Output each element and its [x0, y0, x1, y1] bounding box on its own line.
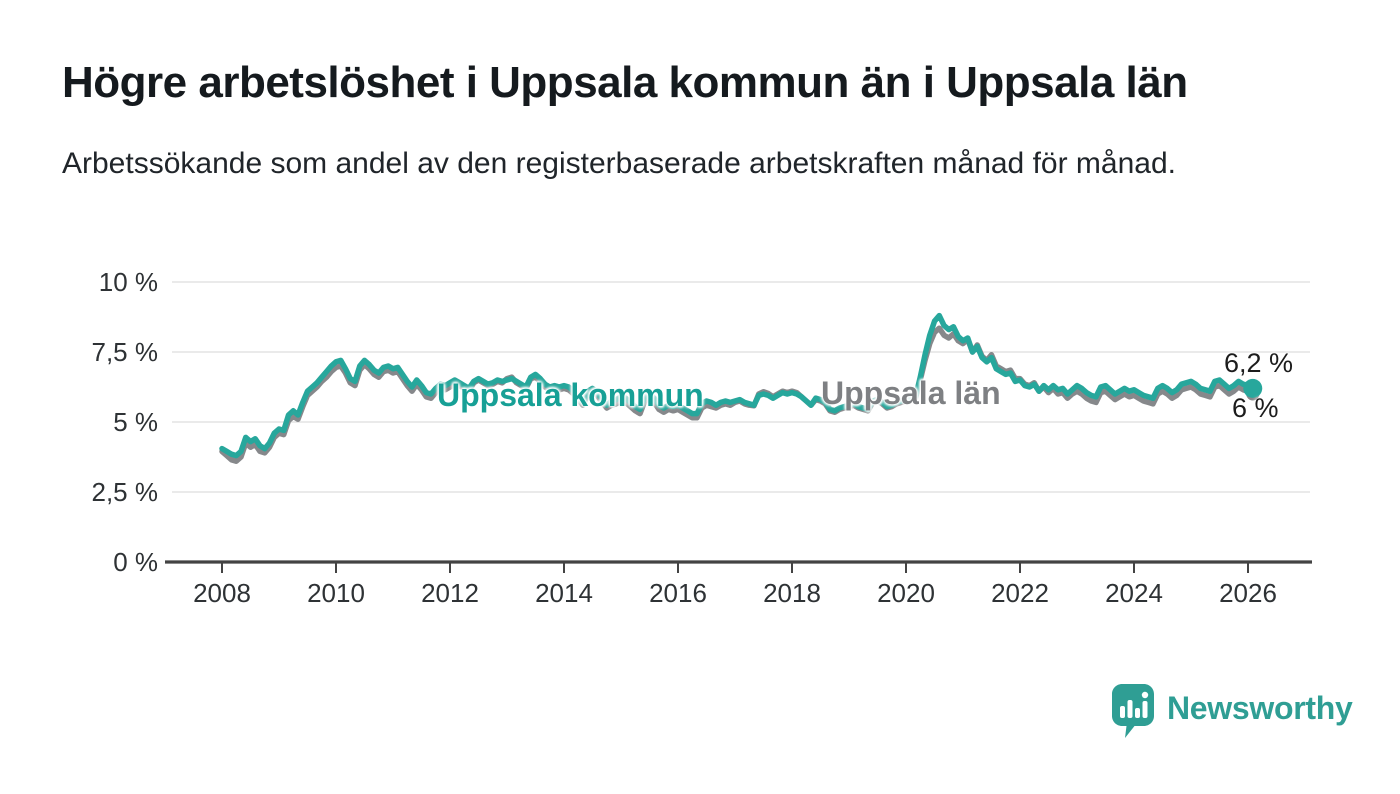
x-axis-tick-label: 2008	[193, 578, 251, 608]
y-axis-tick-label: 7,5 %	[91, 337, 159, 367]
bar-chart-speech-bubble-icon	[1112, 684, 1154, 738]
y-axis-tick-label: 5 %	[113, 407, 158, 437]
x-axis-tick-label: 2016	[649, 578, 707, 608]
x-axis-tick-label: 2022	[991, 578, 1049, 608]
x-axis-tick-label: 2020	[877, 578, 935, 608]
chart-subtitle: Arbetssökande som andel av den registerb…	[62, 147, 1176, 180]
series-label-uppsala-lan: Uppsala län	[821, 375, 1001, 411]
x-axis-tick-label: 2024	[1105, 578, 1163, 608]
series-end-dot-uppsala-kommun	[1243, 378, 1263, 398]
x-axis-tick-label: 2026	[1219, 578, 1277, 608]
y-axis-tick-label: 2,5 %	[91, 477, 159, 507]
y-axis-tick-label: 10 %	[98, 267, 158, 297]
x-axis-tick-label: 2010	[307, 578, 365, 608]
x-axis-tick-label: 2014	[535, 578, 593, 608]
newsworthy-logo: Newsworthy	[1112, 684, 1353, 738]
chart-title: Högre arbetslöshet i Uppsala kommun än i…	[62, 58, 1188, 107]
x-axis-tick-label: 2018	[763, 578, 821, 608]
series-label-uppsala-kommun: Uppsala kommun	[437, 377, 704, 413]
x-axis-tick-label: 2012	[421, 578, 479, 608]
series-line-uppsala-kommun	[219, 312, 1256, 459]
end-value-label-uppsala-lan: 6 %	[1232, 393, 1279, 423]
end-value-label-uppsala-kommun: 6,2 %	[1224, 348, 1294, 378]
y-axis-tick-label: 0 %	[113, 547, 158, 577]
newsworthy-wordmark: Newsworthy	[1167, 690, 1353, 726]
